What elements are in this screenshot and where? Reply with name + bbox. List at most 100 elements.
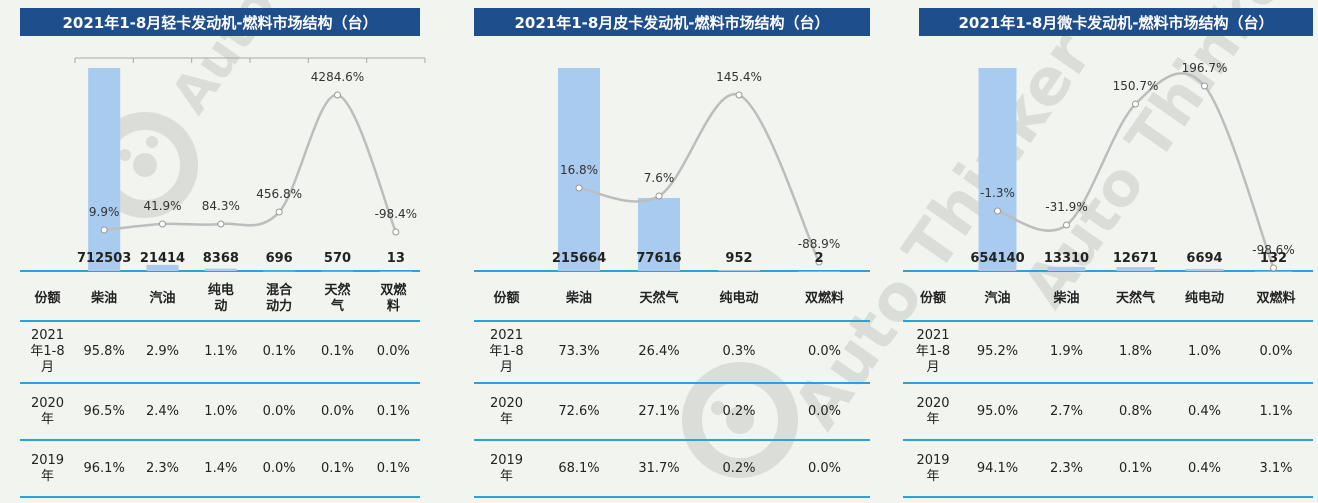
bar-2 bbox=[204, 268, 237, 271]
table-header-row: 份额 柴油 汽油 纯电动 混合 动力 天然气 双燃料 bbox=[20, 277, 420, 321]
chart-svg: 16.8% 7.6% 145.4% -88.9% 215664 77616 952 2 bbox=[474, 68, 870, 272]
bar-0 bbox=[558, 68, 600, 271]
table-header-cell: 柴油 bbox=[1053, 290, 1080, 306]
growth-point-4 bbox=[334, 91, 341, 99]
table-row-label: 2020 年 bbox=[489, 395, 524, 427]
table-cell: 0.0% bbox=[1259, 344, 1293, 359]
growth-line bbox=[997, 72, 1275, 269]
table-row: 2021 年1-8 月 95.8% 2.9% 1.1% 0.1% 0.1% 0.0% bbox=[20, 321, 420, 383]
chart-title: 2021年1-8月皮卡发动机-燃料市场结构（台） bbox=[474, 8, 870, 36]
table-cell: 94.1% bbox=[976, 460, 1019, 476]
table-cell: 27.1% bbox=[638, 403, 680, 419]
bar-value-label-1: 77616 bbox=[636, 251, 681, 266]
table-cell: 0.1% bbox=[376, 460, 410, 476]
chart-title: 2021年1-8月轻卡发动机-燃料市场结构（台） bbox=[20, 8, 420, 36]
table-header-cell: 双燃料 bbox=[804, 290, 844, 306]
growth-label-0: -1.3% bbox=[980, 186, 1015, 200]
growth-label-5: -98.4% bbox=[375, 207, 417, 221]
bar-0 bbox=[88, 68, 121, 271]
growth-label-3: -88.9% bbox=[798, 237, 840, 251]
growth-point-1 bbox=[655, 192, 663, 200]
growth-point-1 bbox=[1063, 221, 1070, 229]
growth-label-1: 41.9% bbox=[143, 199, 181, 213]
table-row: 2021 年1-8 月 73.3% 26.4% 0.3% 0.0% bbox=[474, 321, 870, 383]
table-header-share: 份额 bbox=[493, 290, 520, 306]
table-cell: 72.6% bbox=[558, 403, 600, 419]
growth-line bbox=[578, 93, 821, 263]
table-cell: 0.1% bbox=[1118, 460, 1153, 476]
table-cell: 0.0% bbox=[262, 403, 296, 419]
growth-point-0 bbox=[994, 207, 1001, 215]
table-cell: 1.9% bbox=[1049, 344, 1084, 359]
table-cell: 95.0% bbox=[976, 403, 1019, 419]
table-cell: 0.3% bbox=[722, 344, 756, 359]
table-cell: 1.0% bbox=[1187, 344, 1222, 359]
table-row: 2019 年 68.1% 31.7% 0.2% 0.0% bbox=[474, 440, 870, 497]
table-row: 2019 年 96.1% 2.3% 1.4% 0.0% 0.1% 0.1% bbox=[20, 440, 420, 497]
bar-2 bbox=[1116, 267, 1155, 271]
growth-label-0: 16.8% bbox=[560, 163, 598, 177]
table-cell: 0.2% bbox=[722, 403, 756, 419]
table-cell: 1.8% bbox=[1118, 344, 1153, 359]
table-row: 2021 年1-8 月 95.2% 1.9% 1.8% 1.0% 0.0% bbox=[903, 321, 1313, 383]
table-header-share: 份额 bbox=[34, 290, 61, 306]
bar-value-label-2: 12671 bbox=[1113, 251, 1158, 266]
growth-point-4 bbox=[1270, 264, 1277, 272]
table-cell: 0.1% bbox=[320, 460, 354, 476]
bar-value-label-0: 215664 bbox=[552, 251, 606, 266]
table-cell: 2.3% bbox=[145, 460, 179, 476]
bar-value-label-0: 654140 bbox=[970, 251, 1024, 266]
share-table: 份额 汽油 柴油 天然气 纯电动 双燃料 2021 年1-8 月 95.2% 1.9% 1.8% 1.0… bbox=[903, 277, 1313, 498]
table-cell: 96.1% bbox=[83, 460, 125, 476]
table-row-label: 2019 年 bbox=[489, 452, 524, 484]
growth-point-0 bbox=[575, 184, 583, 192]
table-cell: 95.2% bbox=[976, 344, 1019, 359]
table-cell: 0.2% bbox=[722, 460, 756, 476]
table-cell: 68.1% bbox=[558, 460, 600, 476]
growth-point-5 bbox=[392, 228, 400, 236]
table-row: 2020 年 96.5% 2.4% 1.0% 0.0% 0.0% 0.1% bbox=[20, 383, 420, 440]
growth-label-1: -31.9% bbox=[1045, 200, 1087, 214]
growth-label-3: 456.8% bbox=[256, 187, 302, 201]
table-cell: 2.9% bbox=[145, 344, 179, 359]
table-cell: 0.0% bbox=[807, 344, 842, 359]
table-cell: 0.4% bbox=[1187, 460, 1222, 476]
table-cell: 0.1% bbox=[320, 344, 354, 359]
bar-3 bbox=[263, 270, 296, 272]
bar-value-label-0: 712503 bbox=[77, 251, 131, 266]
bar-value-label-4: 132 bbox=[1260, 251, 1287, 266]
table-cell: 1.1% bbox=[1259, 403, 1293, 419]
table-row-label: 2020 年 bbox=[916, 395, 950, 427]
table-header-cell: 双燃料 bbox=[380, 282, 407, 314]
table-cell: 95.8% bbox=[83, 344, 125, 359]
table-header-cell: 柴油 bbox=[91, 290, 118, 306]
bar-3 bbox=[1185, 268, 1224, 271]
table-cell: 0.4% bbox=[1187, 403, 1222, 419]
bar-value-label-3: 696 bbox=[266, 251, 293, 266]
bar-value-label-2: 8368 bbox=[203, 251, 239, 266]
bar-5 bbox=[379, 270, 412, 272]
table-header-cell: 纯电动 bbox=[1184, 290, 1224, 306]
table-header-cell: 天然气 bbox=[639, 290, 679, 306]
table-cell: 0.0% bbox=[807, 403, 842, 419]
share-table: 份额 柴油 天然气 纯电动 双燃料 2021 年1-8 月 73.3% 26.4% 0.3% 0.0%… bbox=[474, 277, 870, 498]
table-cell: 0.0% bbox=[376, 344, 410, 359]
table-cell: 0.8% bbox=[1118, 403, 1153, 419]
table-cell: 3.1% bbox=[1259, 460, 1293, 476]
table-row-label: 2021 年1-8 月 bbox=[30, 328, 65, 375]
growth-label-4: -98.6% bbox=[1252, 243, 1294, 257]
growth-label-2: 145.4% bbox=[716, 70, 762, 84]
bar-value-label-4: 570 bbox=[324, 251, 351, 266]
growth-label-0: 9.9% bbox=[89, 205, 120, 219]
panel-light-truck: 2021年1-8月轻卡发动机-燃料市场结构（台） 9.9% 41.9% 84.3% 4… bbox=[20, 0, 426, 503]
table-cell: 31.7% bbox=[638, 460, 680, 476]
growth-point-1 bbox=[159, 220, 166, 228]
growth-point-2 bbox=[735, 91, 743, 99]
growth-label-2: 150.7% bbox=[1113, 79, 1159, 93]
table-cell: 96.5% bbox=[83, 403, 125, 419]
bar-2 bbox=[718, 270, 760, 271]
bar-4 bbox=[321, 270, 354, 272]
panel-mini-truck: 2021年1-8月微卡发动机-燃料市场结构（台） -1.3% -31.9% 150.… bbox=[903, 0, 1313, 503]
table-cell: 2.7% bbox=[1049, 403, 1084, 419]
table-header-row: 份额 汽油 柴油 天然气 纯电动 双燃料 bbox=[903, 277, 1313, 321]
